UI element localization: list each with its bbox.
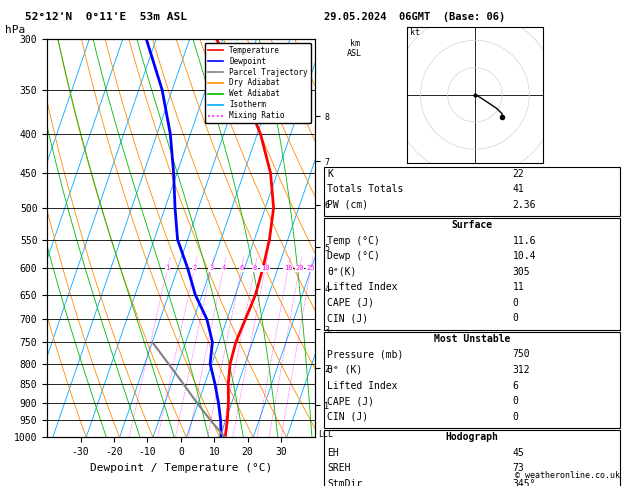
Text: K: K [327,169,333,179]
Text: 41: 41 [513,184,525,194]
Y-axis label: hPa: hPa [5,25,25,35]
Text: Lifted Index: Lifted Index [327,282,398,293]
Text: θᵉ (K): θᵉ (K) [327,365,362,375]
Text: 305: 305 [513,267,530,277]
Text: Hodograph: Hodograph [445,432,498,442]
Text: Temp (°C): Temp (°C) [327,236,380,246]
Text: 1: 1 [165,265,170,271]
Text: Totals Totals: Totals Totals [327,184,403,194]
Text: 29.05.2024  06GMT  (Base: 06): 29.05.2024 06GMT (Base: 06) [324,12,505,22]
Legend: Temperature, Dewpoint, Parcel Trajectory, Dry Adiabat, Wet Adiabat, Isotherm, Mi: Temperature, Dewpoint, Parcel Trajectory… [204,43,311,123]
Text: © weatheronline.co.uk: © weatheronline.co.uk [515,471,620,480]
Text: 0: 0 [513,412,518,422]
Text: LCL: LCL [318,430,333,438]
Text: StmDir: StmDir [327,479,362,486]
Text: CAPE (J): CAPE (J) [327,298,374,308]
Text: 312: 312 [513,365,530,375]
Text: 0: 0 [513,313,518,324]
Text: 22: 22 [513,169,525,179]
Text: 2: 2 [192,265,197,271]
Text: PW (cm): PW (cm) [327,200,368,210]
Text: SREH: SREH [327,463,350,473]
Text: 8: 8 [253,265,257,271]
Text: 3: 3 [209,265,213,271]
Text: 345°: 345° [513,479,536,486]
Text: 750: 750 [513,349,530,360]
Text: 45: 45 [513,448,525,458]
Text: Pressure (mb): Pressure (mb) [327,349,403,360]
Text: 6: 6 [240,265,243,271]
X-axis label: Dewpoint / Temperature (°C): Dewpoint / Temperature (°C) [90,463,272,473]
Text: 10.4: 10.4 [513,251,536,261]
Text: 73: 73 [513,463,525,473]
Text: 10: 10 [261,265,270,271]
Text: 11.6: 11.6 [513,236,536,246]
Text: CIN (J): CIN (J) [327,412,368,422]
Text: 16: 16 [284,265,292,271]
Text: CIN (J): CIN (J) [327,313,368,324]
Text: Dewp (°C): Dewp (°C) [327,251,380,261]
Text: 6: 6 [513,381,518,391]
Text: 0: 0 [513,298,518,308]
Text: Lifted Index: Lifted Index [327,381,398,391]
Text: CAPE (J): CAPE (J) [327,396,374,406]
Text: Surface: Surface [451,220,493,230]
Text: 20: 20 [295,265,304,271]
Text: 2.36: 2.36 [513,200,536,210]
Text: 52°12'N  0°11'E  53m ASL: 52°12'N 0°11'E 53m ASL [25,12,187,22]
Text: 0: 0 [513,396,518,406]
Text: Most Unstable: Most Unstable [433,334,510,344]
Text: 25: 25 [307,265,315,271]
Text: 4: 4 [221,265,226,271]
Text: 11: 11 [513,282,525,293]
Y-axis label: km
ASL: km ASL [347,39,362,58]
Text: kt: kt [409,28,420,37]
Text: EH: EH [327,448,339,458]
Text: θᵉ(K): θᵉ(K) [327,267,357,277]
